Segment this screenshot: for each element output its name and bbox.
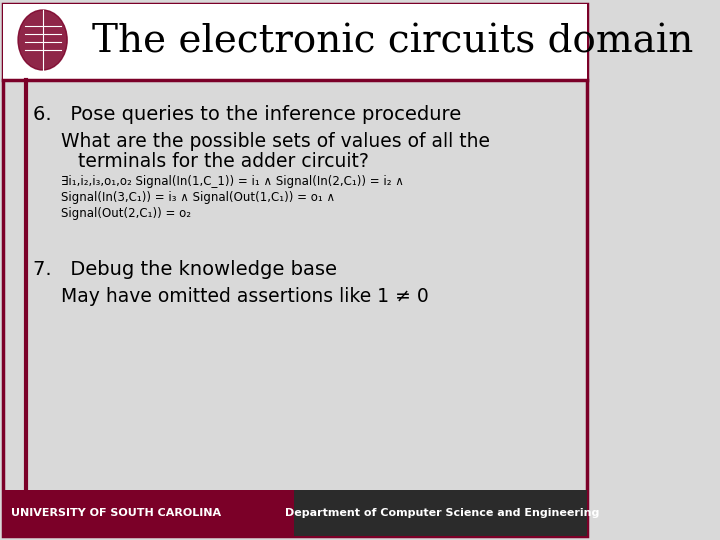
- Text: The electronic circuits domain: The electronic circuits domain: [91, 24, 693, 60]
- FancyBboxPatch shape: [4, 4, 587, 536]
- Text: UNIVERSITY OF SOUTH CAROLINA: UNIVERSITY OF SOUTH CAROLINA: [12, 508, 222, 518]
- Text: terminals for the adder circuit?: terminals for the adder circuit?: [78, 152, 369, 171]
- Text: Signal(In(3,C₁)) = i₃ ∧ Signal(Out(1,C₁)) = o₁ ∧: Signal(In(3,C₁)) = i₃ ∧ Signal(Out(1,C₁)…: [61, 191, 336, 204]
- Text: 6.   Pose queries to the inference procedure: 6. Pose queries to the inference procedu…: [33, 105, 461, 124]
- Text: What are the possible sets of values of all the: What are the possible sets of values of …: [61, 132, 490, 151]
- Text: May have omitted assertions like 1 ≠ 0: May have omitted assertions like 1 ≠ 0: [61, 287, 429, 306]
- Text: Department of Computer Science and Engineering: Department of Computer Science and Engin…: [285, 508, 600, 518]
- Text: Signal(Out(2,C₁)) = o₂: Signal(Out(2,C₁)) = o₂: [61, 207, 192, 220]
- Text: ∃i₁,i₂,i₃,o₁,o₂ Signal(In(1,C_1)) = i₁ ∧ Signal(In(2,C₁)) = i₂ ∧: ∃i₁,i₂,i₃,o₁,o₂ Signal(In(1,C_1)) = i₁ ∧…: [61, 175, 405, 188]
- FancyBboxPatch shape: [4, 4, 587, 80]
- FancyBboxPatch shape: [294, 490, 587, 536]
- Text: 7.   Debug the knowledge base: 7. Debug the knowledge base: [33, 260, 337, 279]
- FancyBboxPatch shape: [4, 490, 294, 536]
- Circle shape: [18, 10, 67, 70]
